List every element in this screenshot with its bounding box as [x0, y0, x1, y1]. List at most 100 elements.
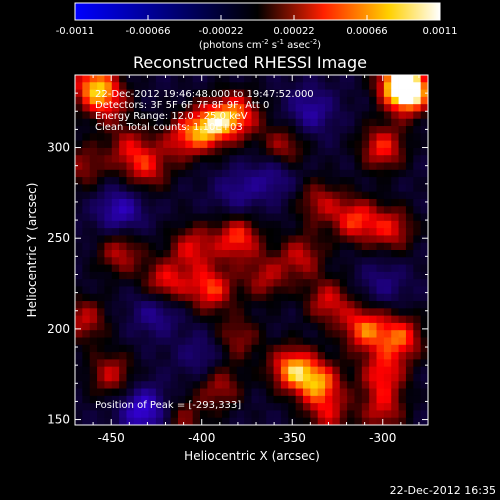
- heatmap-cell: [302, 308, 311, 317]
- heatmap-cell: [413, 228, 422, 236]
- heatmap-cell: [332, 228, 341, 236]
- heatmap-cell: [383, 264, 392, 273]
- heatmap-cell: [347, 257, 355, 265]
- heatmap-cell: [229, 140, 238, 149]
- heatmap-cell: [97, 359, 105, 368]
- heatmap-cell: [317, 220, 326, 229]
- heatmap-cell: [133, 140, 142, 149]
- heatmap-cell: [347, 235, 355, 244]
- heatmap-cell: [229, 381, 238, 389]
- heatmap-cell: [383, 133, 392, 142]
- heatmap-cell: [207, 403, 216, 411]
- heatmap-cell: [222, 191, 230, 200]
- heatmap-cell: [222, 264, 230, 273]
- heatmap-cell: [420, 286, 429, 295]
- heatmap-cell: [229, 337, 238, 346]
- heatmap-cell: [302, 301, 311, 309]
- heatmap-cell: [75, 147, 83, 156]
- heatmap-cell: [163, 250, 171, 258]
- heatmap-cell: [391, 82, 399, 90]
- heatmap-cell: [383, 118, 392, 127]
- heatmap-cell: [126, 352, 135, 360]
- heatmap-cell: [325, 220, 333, 229]
- heatmap-cell: [141, 257, 149, 265]
- heatmap-cell: [280, 344, 289, 353]
- heatmap-cell: [405, 104, 414, 112]
- heatmap-cell: [192, 184, 201, 193]
- heatmap-cell: [229, 126, 238, 134]
- heatmap-cell: [119, 264, 127, 273]
- heatmap-cell: [339, 395, 348, 404]
- heatmap-cell: [383, 366, 392, 375]
- heatmap-cell: [126, 293, 135, 302]
- heatmap-cell: [347, 250, 355, 258]
- heatmap-cell: [317, 344, 326, 353]
- heatmap-cell: [111, 228, 120, 236]
- heatmap-cell: [273, 359, 282, 368]
- heatmap-cell: [361, 337, 370, 346]
- heatmap-cell: [347, 417, 355, 426]
- heatmap-cell: [155, 301, 164, 309]
- footer-timestamp: 22-Dec-2012 16:35: [390, 484, 496, 497]
- heatmap-cell: [347, 213, 355, 222]
- heatmap-cell: [185, 359, 194, 368]
- heatmap-cell: [383, 96, 392, 105]
- heatmap-cell: [258, 169, 267, 178]
- heatmap-cell: [170, 308, 179, 317]
- heatmap-cell: [141, 373, 149, 382]
- heatmap-cell: [200, 242, 208, 251]
- heatmap-cell: [383, 191, 392, 200]
- heatmap-cell: [236, 220, 245, 229]
- heatmap-cell: [126, 82, 135, 90]
- heatmap-cell: [82, 322, 91, 331]
- heatmap-cell: [229, 89, 238, 98]
- heatmap-cell: [170, 286, 179, 295]
- heatmap-cell: [361, 169, 370, 178]
- heatmap-cell: [273, 235, 282, 244]
- heatmap-cell: [420, 206, 429, 214]
- heatmap-cell: [258, 395, 267, 404]
- heatmap-cell: [163, 322, 171, 331]
- heatmap-cell: [251, 126, 260, 134]
- heatmap-cell: [376, 271, 385, 280]
- heatmap-cell: [236, 388, 245, 397]
- heatmap-cell: [280, 257, 289, 265]
- heatmap-cell: [354, 344, 363, 353]
- heatmap-cell: [266, 286, 274, 295]
- heatmap-cell: [207, 352, 216, 360]
- heatmap-cell: [192, 271, 201, 280]
- heatmap-cell: [317, 410, 326, 419]
- heatmap-cell: [222, 359, 230, 368]
- heatmap-cell: [97, 206, 105, 214]
- heatmap-cell: [133, 271, 142, 280]
- heatmap-cell: [295, 257, 304, 265]
- heatmap-cell: [97, 315, 105, 324]
- heatmap-cell: [200, 82, 208, 90]
- heatmap-cell: [148, 315, 157, 324]
- heatmap-cell: [317, 330, 326, 338]
- heatmap-cell: [222, 82, 230, 90]
- heatmap-cell: [222, 133, 230, 142]
- heatmap-cell: [163, 308, 171, 317]
- heatmap-cell: [177, 403, 186, 411]
- heatmap-cell: [383, 213, 392, 222]
- heatmap-cell: [82, 410, 91, 419]
- heatmap-cell: [391, 315, 399, 324]
- heatmap-cell: [185, 337, 194, 346]
- heatmap-cell: [251, 308, 260, 317]
- heatmap-cell: [141, 381, 149, 389]
- heatmap-cell: [310, 242, 319, 251]
- heatmap-cell: [207, 96, 216, 105]
- heatmap-cell: [214, 337, 223, 346]
- heatmap-cell: [339, 410, 348, 419]
- heatmap-cell: [148, 140, 157, 149]
- heatmap-cell: [133, 264, 142, 273]
- heatmap-cell: [133, 133, 142, 142]
- heatmap-cell: [369, 162, 377, 171]
- heatmap-cell: [185, 308, 194, 317]
- heatmap-cell: [347, 403, 355, 411]
- heatmap-cell: [236, 359, 245, 368]
- heatmap-cell: [75, 220, 83, 229]
- heatmap-cell: [177, 410, 186, 419]
- heatmap-cell: [119, 395, 127, 404]
